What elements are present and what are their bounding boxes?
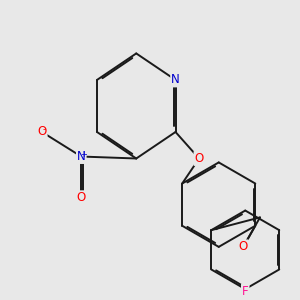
Text: +: + <box>80 150 87 159</box>
Text: O: O <box>194 152 204 165</box>
Text: F: F <box>242 285 249 298</box>
Text: -: - <box>42 125 46 134</box>
Text: N: N <box>171 74 180 86</box>
Text: O: O <box>239 240 248 254</box>
Text: O: O <box>76 191 86 204</box>
Text: O: O <box>38 125 46 139</box>
Text: N: N <box>77 150 85 163</box>
